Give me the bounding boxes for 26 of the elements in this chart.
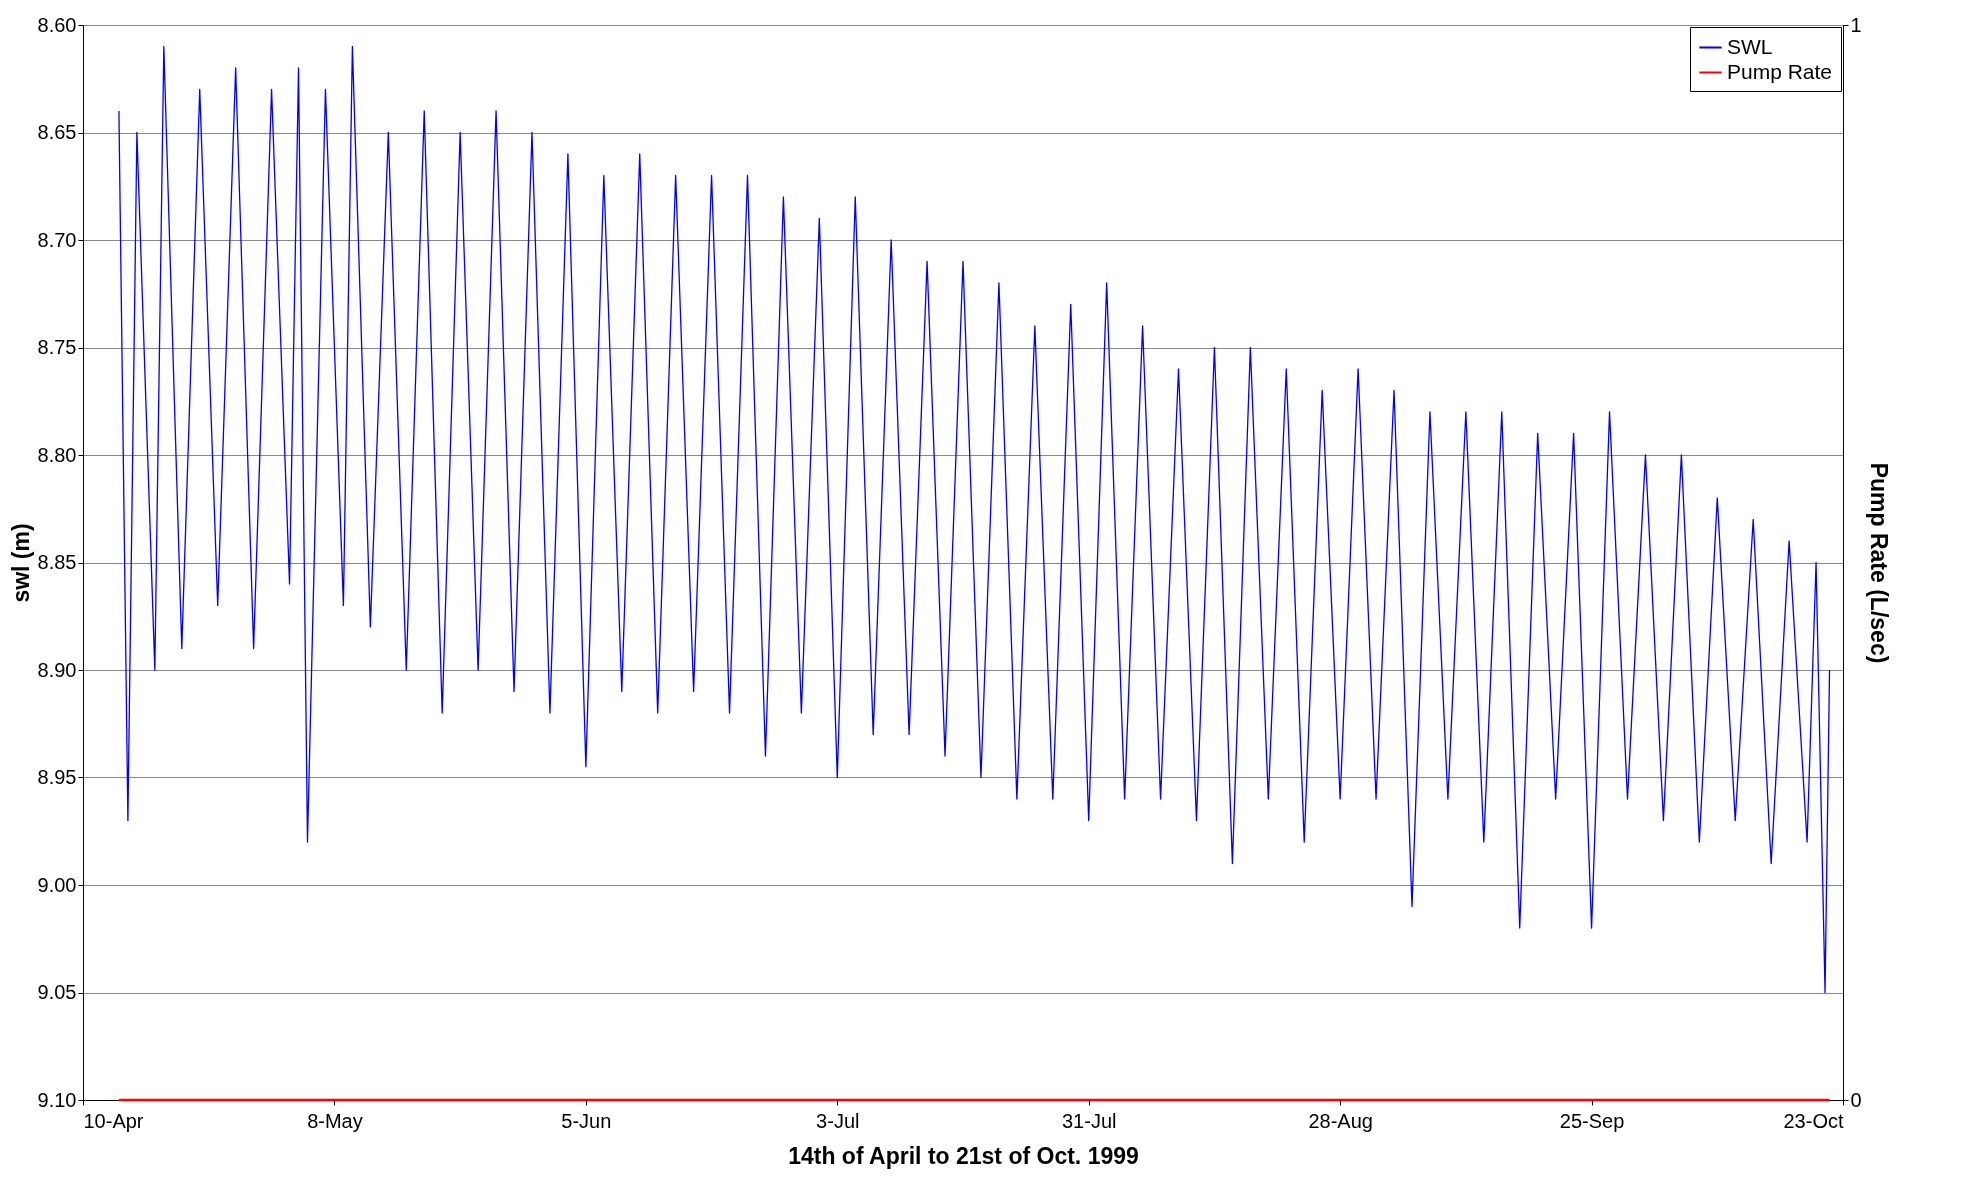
y-tick-label: 8.75 [37, 336, 77, 358]
y-tick-label: 9.00 [37, 873, 77, 896]
y2-tick-label: 0 [1850, 1088, 1862, 1111]
y-axis-title: swl (m) [7, 523, 34, 603]
x-tick-label: 25-Sep [1559, 1109, 1625, 1132]
x-tick-label: 28-Aug [1308, 1109, 1373, 1132]
legend-label: SWL [1727, 34, 1773, 58]
y-tick-label: 8.80 [37, 443, 77, 466]
x-tick-label: 5-Jun [561, 1109, 612, 1132]
y-tick-label: 8.85 [37, 551, 77, 573]
y-tick-label: 8.70 [37, 228, 77, 251]
y2-tick-label: 1 [1850, 13, 1862, 36]
x-tick-label: 31-Jul [1061, 1109, 1117, 1132]
x-tick-label: 23-Oct [1783, 1109, 1844, 1132]
x-tick-label: 3-Jul [816, 1109, 860, 1132]
y2-axis-title: Pump Rate (L/sec) [1865, 462, 1892, 664]
y-tick-label: 8.95 [37, 766, 77, 788]
y-tick-label: 8.90 [37, 658, 77, 681]
y-tick-label: 9.10 [37, 1088, 77, 1111]
legend-label: Pump Rate [1727, 59, 1833, 83]
x-tick-label: 10-Apr [83, 1109, 144, 1132]
y-tick-label: 9.05 [37, 981, 77, 1003]
y-tick-label: 8.65 [37, 121, 77, 143]
x-tick-label: 8-May [307, 1109, 363, 1132]
x-axis-title: 14th of April to 21st of Oct. 1999 [788, 1142, 1139, 1169]
y-tick-label: 8.60 [37, 13, 77, 36]
